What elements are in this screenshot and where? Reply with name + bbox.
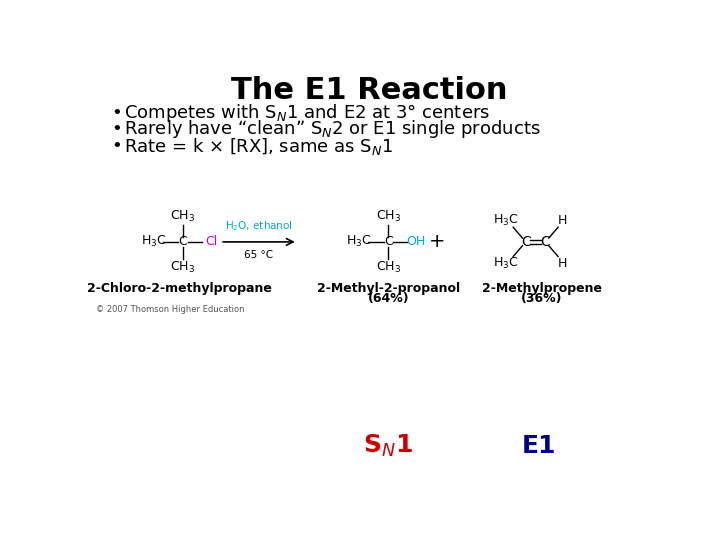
- Text: H$_2$O, ethanol: H$_2$O, ethanol: [225, 220, 293, 233]
- Text: CH$_3$: CH$_3$: [376, 260, 401, 275]
- Text: Rarely have “clean” S$_N$2 or E1 single products: Rarely have “clean” S$_N$2 or E1 single …: [124, 118, 541, 140]
- Text: 2-Methylpropene: 2-Methylpropene: [482, 282, 602, 295]
- Text: 2-Chloro-2-methylpropane: 2-Chloro-2-methylpropane: [86, 282, 271, 295]
- Text: Cl: Cl: [204, 235, 217, 248]
- Text: © 2007 Thomson Higher Education: © 2007 Thomson Higher Education: [96, 305, 245, 314]
- Text: CH$_3$: CH$_3$: [376, 209, 401, 224]
- Text: H: H: [557, 257, 567, 270]
- Text: H: H: [557, 214, 567, 227]
- Text: •: •: [112, 104, 122, 122]
- Text: C: C: [540, 235, 550, 249]
- Text: C: C: [384, 235, 392, 248]
- Text: 2-Methyl-2-propanol: 2-Methyl-2-propanol: [317, 282, 460, 295]
- Text: E1: E1: [522, 434, 557, 458]
- Text: H$_3$C: H$_3$C: [493, 213, 519, 228]
- Text: 65 °C: 65 °C: [244, 251, 274, 260]
- Text: CH$_3$: CH$_3$: [171, 260, 196, 275]
- Text: •: •: [112, 120, 122, 138]
- Text: H$_3$C: H$_3$C: [346, 234, 372, 249]
- Text: The E1 Reaction: The E1 Reaction: [230, 76, 508, 105]
- Text: C: C: [179, 235, 187, 248]
- Text: (36%): (36%): [521, 292, 562, 305]
- Text: •: •: [112, 137, 122, 156]
- Text: OH: OH: [407, 235, 426, 248]
- Text: (64%): (64%): [368, 292, 409, 305]
- Text: S$_N$1: S$_N$1: [364, 433, 413, 459]
- Text: +: +: [429, 232, 446, 252]
- Text: C: C: [521, 235, 531, 249]
- Text: H$_3$C: H$_3$C: [493, 256, 519, 271]
- Text: Competes with S$_N$1 and E2 at 3° centers: Competes with S$_N$1 and E2 at 3° center…: [124, 102, 490, 124]
- Text: CH$_3$: CH$_3$: [171, 209, 196, 224]
- Text: H$_3$C: H$_3$C: [141, 234, 166, 249]
- Text: Rate = k × [RX], same as S$_N$1: Rate = k × [RX], same as S$_N$1: [124, 136, 393, 157]
